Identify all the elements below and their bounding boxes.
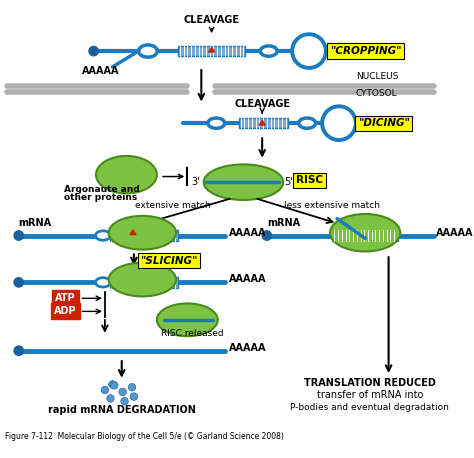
Text: "DICING": "DICING" [358,118,410,128]
Ellipse shape [96,156,157,193]
Ellipse shape [330,214,401,251]
Circle shape [119,388,127,396]
Text: CLEAVAGE: CLEAVAGE [234,99,290,109]
Polygon shape [130,230,136,234]
Bar [239,118,288,128]
Ellipse shape [204,164,283,200]
Bar [332,230,398,241]
Ellipse shape [138,45,157,57]
Circle shape [14,278,23,287]
Circle shape [14,231,23,240]
Text: AAAAA: AAAAA [228,343,266,353]
Text: less extensive match: less extensive match [284,202,381,210]
Text: "CROPPING": "CROPPING" [329,46,401,56]
Text: Argonaute and: Argonaute and [64,185,139,194]
Text: transfer of mRNA into: transfer of mRNA into [317,391,423,400]
Text: RISC: RISC [296,175,323,185]
Text: ADP: ADP [54,306,77,316]
Text: CYTOSOL: CYTOSOL [356,89,398,98]
Text: ATP: ATP [55,293,76,303]
Text: CLEAVAGE: CLEAVAGE [183,15,240,25]
Circle shape [101,386,109,394]
Text: AAAAA: AAAAA [228,228,266,238]
Circle shape [292,34,326,68]
Text: AAAAA: AAAAA [437,228,474,238]
Ellipse shape [95,278,110,287]
Ellipse shape [109,216,176,250]
Text: "SLICING": "SLICING" [140,256,198,266]
Bar [178,46,246,56]
Ellipse shape [109,263,176,296]
Circle shape [130,393,137,400]
Text: mRNA: mRNA [267,218,300,228]
Text: RISC released: RISC released [161,329,223,338]
Text: 5': 5' [284,177,292,187]
Bar [109,277,178,288]
Text: Figure 7-112  Molecular Biology of the Cell 5/e (© Garland Science 2008): Figure 7-112 Molecular Biology of the Ce… [5,432,283,441]
Circle shape [322,106,356,140]
Text: rapid mRNA DEGRADATION: rapid mRNA DEGRADATION [48,405,196,415]
Circle shape [110,382,118,389]
Text: P-bodies and eventual degradation: P-bodies and eventual degradation [291,403,449,412]
Circle shape [89,46,98,56]
Polygon shape [259,120,265,125]
Circle shape [109,381,116,388]
Circle shape [128,383,136,391]
Ellipse shape [260,46,277,56]
Ellipse shape [208,118,225,128]
Ellipse shape [95,231,110,240]
Text: mRNA: mRNA [19,218,52,228]
Circle shape [107,395,114,402]
Text: 3': 3' [192,177,201,187]
Text: other proteins: other proteins [64,193,137,202]
Text: AAAAA: AAAAA [228,274,266,284]
Circle shape [262,231,272,240]
Bar [109,230,178,241]
Circle shape [121,398,128,405]
Circle shape [14,346,23,355]
Ellipse shape [299,118,316,128]
Text: extensive match: extensive match [136,202,211,210]
Polygon shape [209,47,215,52]
Text: NUCLEUS: NUCLEUS [356,72,398,81]
Text: AAAAA: AAAAA [82,65,120,76]
Text: TRANSLATION REDUCED: TRANSLATION REDUCED [304,378,436,388]
Ellipse shape [157,304,218,336]
